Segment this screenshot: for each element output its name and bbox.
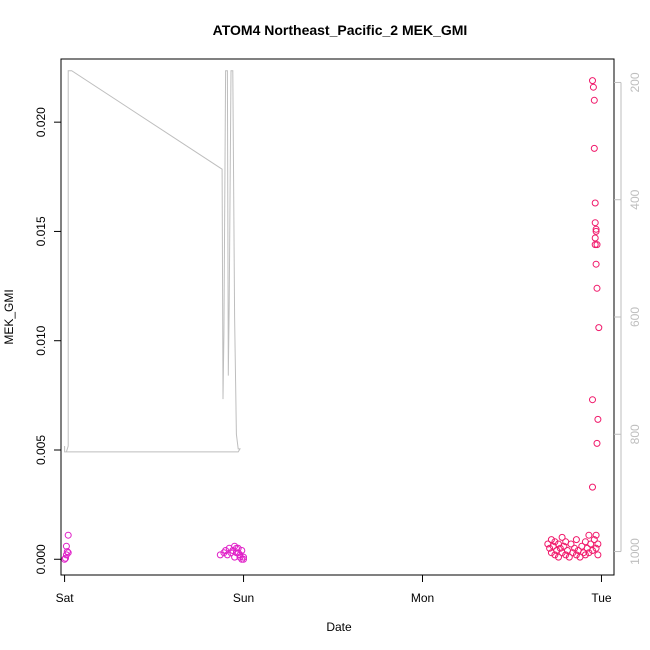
data-point [594,540,602,548]
data-point [231,542,239,550]
data-point [593,284,601,292]
data-point [558,533,566,541]
data-point [556,544,564,552]
data-point [551,538,559,546]
y2-tick-label: 600 [628,307,642,327]
data-point [593,241,601,249]
y-tick-label: 0.000 [34,544,48,574]
chart-title: ATOM4 Northeast_Pacific_2 MEK_GMI [213,22,468,38]
data-point [64,531,72,539]
data-point [589,483,596,491]
pressure-line [64,70,241,453]
data-point [595,324,603,332]
data-point [562,551,570,559]
y2-tick-label: 200 [628,72,642,92]
data-point [581,551,589,559]
y-tick-label: 0.010 [34,325,48,355]
data-point [61,555,69,563]
data-point [240,555,247,563]
data-point [567,540,575,548]
y-axis: 0.000 0.005 0.010 0.015 0.020 [34,107,62,574]
x-tick-label: Tue [591,591,612,605]
data-point [236,553,244,561]
y-tick-label: 0.015 [34,216,48,246]
y2-tick-label: 400 [628,189,642,209]
data-point [62,551,70,559]
data-point [589,83,597,91]
data-point [231,553,239,561]
y2-tick-label: 800 [628,424,642,444]
data-point [220,549,228,557]
y-axis-label: MEK_GMI [2,289,16,344]
data-point [232,544,240,552]
x-axis: Sat Sun Mon Tue [56,574,612,605]
x-axis-label: Date [326,620,352,634]
data-point [227,549,235,557]
data-point [592,544,600,552]
data-point [589,547,596,554]
plot-area [61,70,603,563]
data-point [592,260,600,268]
data-point [592,531,600,539]
x-tick-label: Sat [56,591,75,605]
data-point [594,415,602,423]
x-tick-label: Sun [233,591,254,605]
data-point [593,439,601,447]
data-point [223,551,231,559]
data-point [64,549,72,557]
data-point [590,536,598,544]
data-point [590,96,598,104]
data-point [589,396,596,404]
data-point [547,536,555,544]
y-tick-label: 0.005 [34,435,48,465]
data-point [565,553,573,561]
data-point [216,551,224,559]
data-point [590,144,598,152]
data-point [592,227,600,235]
data-point [546,544,554,552]
data-point [555,553,562,561]
data-point [589,77,596,85]
data-point [572,536,580,544]
data-point [585,531,593,539]
data-point [585,549,593,557]
data-point [594,551,602,559]
data-point [580,549,588,557]
y2-axis: 200 400 600 800 1000 [614,72,642,565]
data-point [62,542,70,550]
data-point [234,549,242,557]
data-point [572,551,580,559]
data-point [571,544,579,552]
x-tick-label: Mon [411,591,434,605]
data-point [560,542,568,550]
y-tick-label: 0.020 [34,107,48,137]
data-point [62,554,69,562]
data-point [240,553,247,561]
data-point [591,234,599,242]
data-point [587,540,595,548]
data-point [591,199,599,207]
plot-frame [60,58,615,576]
data-point [591,219,599,227]
y2-tick-label: 1000 [628,538,642,565]
data-point [551,551,559,559]
data-point [592,225,600,233]
